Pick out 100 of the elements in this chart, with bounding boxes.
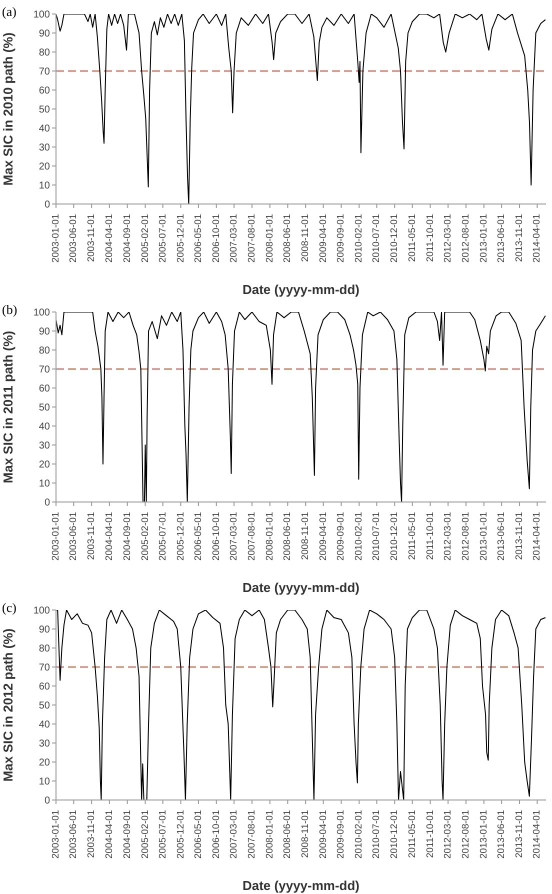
x-tick-label: 2003-11-01: [86, 810, 98, 858]
x-tick-label: 2013-11-01: [514, 214, 526, 262]
x-tick-label: 2014-04-01: [532, 512, 543, 561]
x-tick-label: 2003-01-01: [50, 810, 62, 859]
x-tick-label: 2009-04-01: [318, 512, 329, 561]
x-tick-label: 2012-08-01: [460, 512, 472, 561]
x-tick-label: 2005-12-01: [175, 214, 186, 263]
x-tick-label: 2010-07-01: [371, 810, 382, 859]
x-tick-label: 2003-01-01: [50, 512, 62, 561]
x-tick-label: 2004-04-01: [104, 214, 115, 263]
x-tick-label: 2005-12-01: [175, 512, 186, 561]
y-tick-label: 100: [33, 606, 50, 617]
y-tick-label: 70: [38, 364, 50, 376]
x-tick-label: 2007-03-01: [228, 214, 240, 263]
x-tick-label: 2013-01-01: [478, 214, 490, 263]
x-tick-label: 2009-09-01: [336, 512, 347, 561]
x-tick-label: 2006-05-01: [192, 810, 204, 859]
x-tick-label: 2010-12-01: [389, 512, 400, 561]
y-tick-label: 40: [38, 422, 50, 433]
x-tick-label: 2012-03-01: [442, 512, 454, 561]
x-tick-label: 2009-04-01: [318, 810, 329, 859]
x-tick-label: 2008-01-01: [264, 214, 276, 263]
x-tick-label: 2003-11-01: [86, 512, 98, 560]
x-tick-label: 2009-09-01: [336, 214, 347, 263]
x-tick-label: 2006-10-01: [210, 214, 222, 263]
x-tick-label: 2007-08-01: [246, 810, 258, 859]
x-tick-label: 2010-12-01: [389, 810, 400, 859]
y-axis-title: Max SIC in 2010 path (%): [0, 32, 16, 186]
y-tick-label: 30: [38, 440, 50, 452]
y-tick-label: 70: [38, 66, 50, 78]
x-tick-label: 2005-12-01: [175, 810, 186, 859]
x-tick-label: 2004-04-01: [104, 810, 115, 859]
y-tick-label: 10: [38, 478, 50, 490]
y-tick-label: 40: [38, 124, 50, 135]
x-tick-label: 2008-06-01: [282, 810, 294, 859]
y-tick-label: 30: [38, 738, 50, 750]
x-tick-label: 2008-11-01: [300, 810, 312, 858]
y-tick-label: 90: [38, 624, 50, 636]
y-tick-label: 10: [38, 180, 50, 192]
y-tick-label: 0: [44, 200, 50, 211]
y-tick-label: 90: [38, 326, 50, 338]
y-tick-label: 90: [38, 28, 50, 40]
chart-title: (c): [2, 600, 16, 616]
x-tick-label: 2003-11-01: [86, 214, 98, 262]
x-tick-label: 2013-06-01: [496, 810, 508, 859]
y-tick-label: 80: [38, 644, 50, 655]
y-tick-label: 50: [38, 402, 50, 414]
x-tick-label: 2009-09-01: [336, 810, 347, 859]
x-tick-label: 2003-06-01: [68, 810, 80, 859]
x-tick-label: 2005-07-01: [157, 214, 168, 263]
y-tick-label: 50: [38, 104, 50, 116]
y-tick-label: 70: [38, 662, 50, 674]
x-tick-label: 2010-02-01: [354, 512, 365, 561]
x-tick-label: 2011-05-01: [406, 214, 418, 262]
x-tick-label: 2005-07-01: [157, 512, 168, 561]
y-axis-title: Max SIC in 2012 path (%): [0, 628, 16, 782]
x-tick-label: 2004-09-01: [122, 810, 133, 859]
y-tick-label: 100: [33, 308, 50, 319]
x-tick-label: 2011-10-01: [424, 810, 436, 858]
x-tick-label: 2008-11-01: [300, 214, 312, 262]
x-tick-label: 2004-09-01: [122, 512, 133, 561]
x-tick-label: 2009-04-01: [318, 214, 329, 263]
x-tick-label: 2013-01-01: [478, 512, 490, 561]
x-tick-label: 2013-11-01: [514, 512, 526, 560]
y-tick-label: 100: [33, 10, 50, 21]
x-tick-label: 2010-07-01: [371, 512, 382, 561]
x-tick-label: 2008-11-01: [300, 512, 312, 560]
x-tick-label: 2008-01-01: [264, 810, 276, 859]
y-tick-label: 60: [38, 384, 50, 395]
x-tick-label: 2011-05-01: [406, 512, 418, 560]
x-tick-label: 2006-10-01: [210, 810, 222, 859]
x-tick-label: 2003-06-01: [68, 512, 80, 561]
y-tick-label: 30: [38, 142, 50, 154]
x-tick-label: 2011-10-01: [424, 512, 436, 560]
y-tick-label: 20: [38, 162, 50, 173]
x-tick-label: 2013-06-01: [496, 512, 508, 561]
x-tick-label: 2004-04-01: [104, 512, 115, 561]
x-tick-label: 2010-02-01: [354, 810, 365, 859]
x-tick-label: 2013-01-01: [478, 810, 490, 859]
x-tick-label: 2003-06-01: [68, 214, 80, 263]
x-tick-label: 2008-06-01: [282, 512, 294, 561]
x-tick-label: 2010-02-01: [354, 214, 365, 263]
x-tick-label: 2007-08-01: [246, 214, 258, 263]
x-tick-label: 2006-10-01: [210, 512, 222, 561]
x-tick-label: 2007-08-01: [246, 512, 258, 561]
chart-title: (a): [2, 4, 16, 20]
y-tick-label: 80: [38, 346, 50, 357]
y-tick-label: 40: [38, 720, 50, 731]
y-tick-label: 60: [38, 682, 50, 693]
y-axis-title: Max SIC in 2011 path (%): [0, 330, 16, 484]
x-tick-label: 2007-03-01: [228, 512, 240, 561]
x-tick-label: 2014-04-01: [532, 214, 543, 263]
y-tick-label: 20: [38, 758, 50, 769]
x-axis-title: Date (yyyy-mm-dd): [242, 282, 360, 297]
x-tick-label: 2011-05-01: [406, 810, 418, 858]
x-tick-label: 2012-03-01: [442, 214, 454, 263]
x-axis-title: Date (yyyy-mm-dd): [242, 878, 360, 893]
x-tick-label: 2014-04-01: [532, 810, 543, 859]
x-tick-label: 2004-09-01: [122, 214, 133, 263]
x-tick-label: 2011-10-01: [424, 214, 436, 262]
